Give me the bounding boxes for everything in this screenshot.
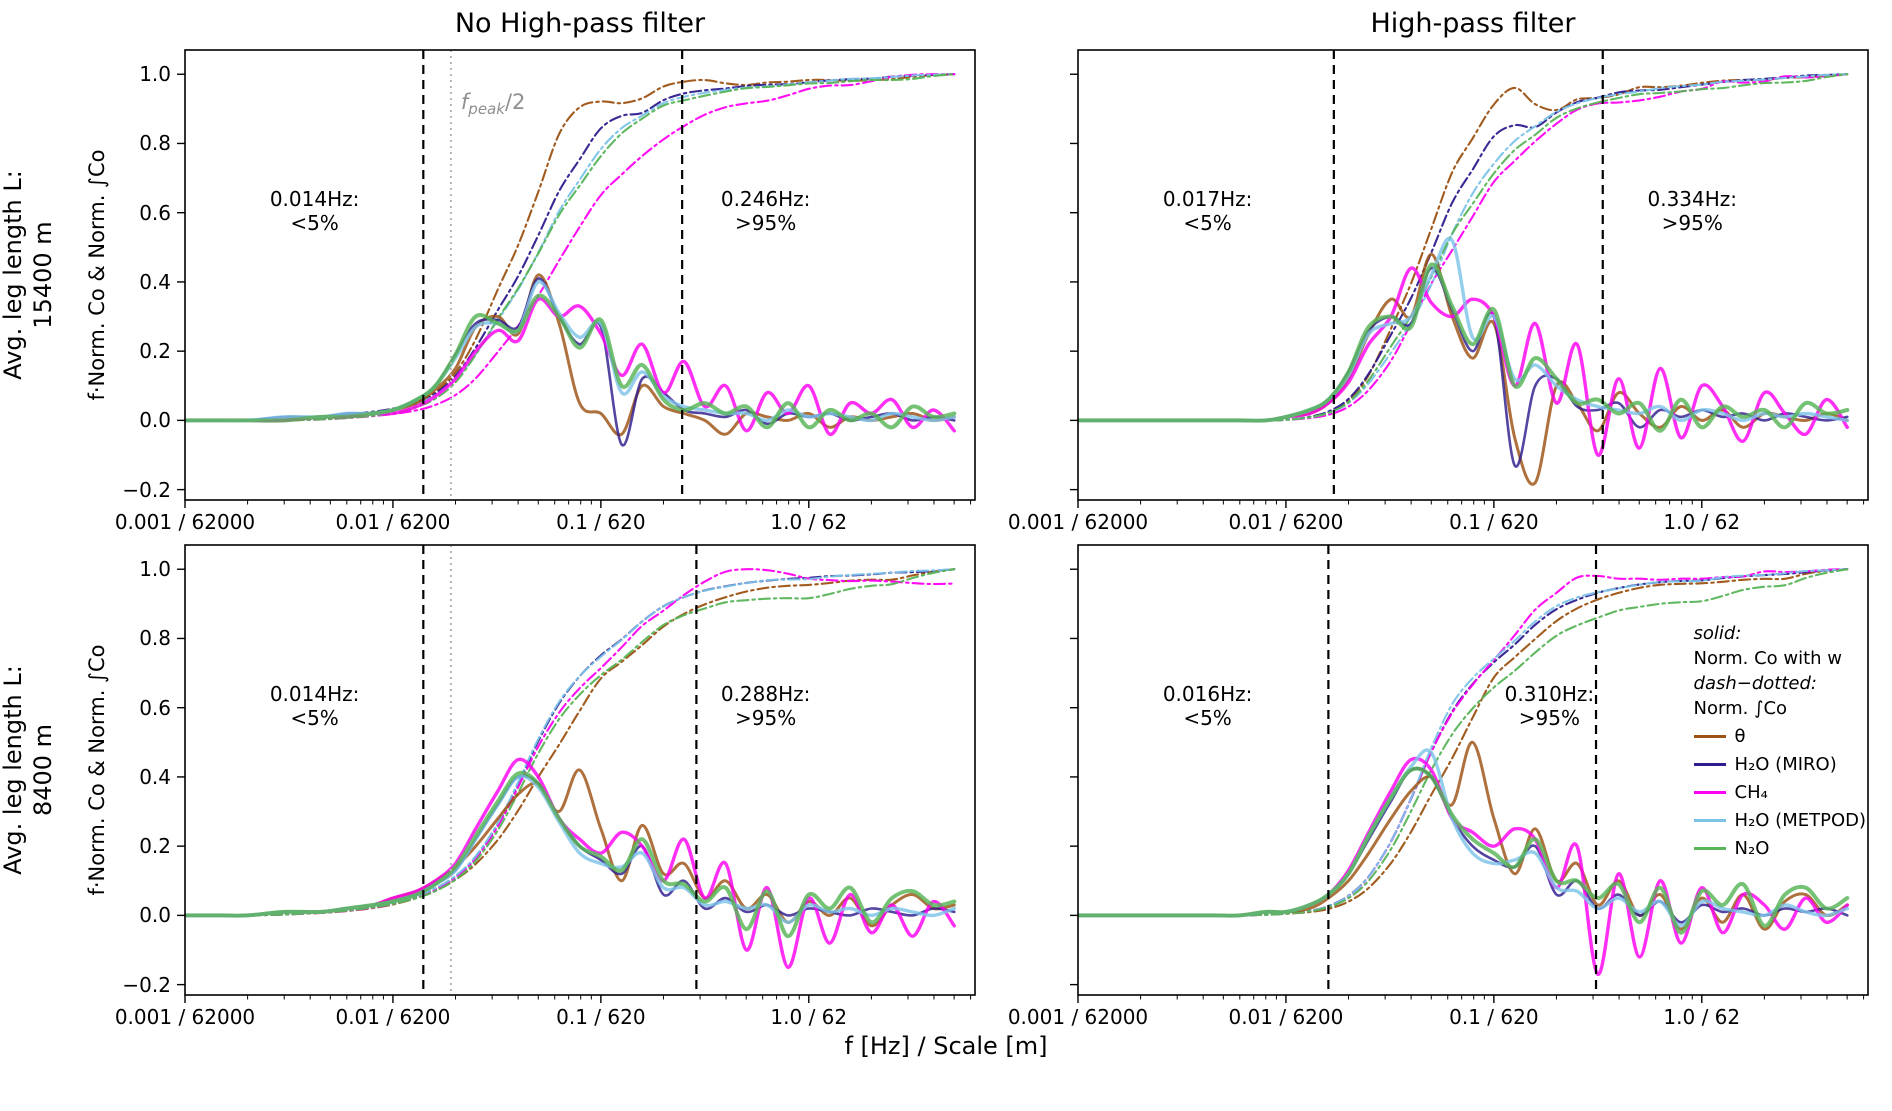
x-tick-label: 0.01 / 6200 <box>1228 1005 1344 1029</box>
legend-entry-h2o_metpod: H₂O (METPOD) <box>1693 808 1866 833</box>
legend-swatch-n2o <box>1693 847 1726 850</box>
legend-swatch-ch4 <box>1693 791 1726 794</box>
y-tick-label: 0.2 <box>139 339 171 364</box>
threshold-annotation: 0.310Hz: >95% <box>1505 682 1595 730</box>
legend-label-h2o_metpod: H₂O (METPOD) <box>1734 810 1866 831</box>
y-tick-label: 0.8 <box>139 626 171 651</box>
y-tick-label: 0.4 <box>139 764 171 789</box>
ogive-line-n2o <box>1078 568 1849 917</box>
row-label-line1: Avg. leg length L: <box>0 170 27 380</box>
panel-top-left-no-highpass: fpeak/2 0.014Hz: <5% 0.246Hz: >95% 0.001 / 62… <box>115 49 976 534</box>
y-tick-label: 0.6 <box>139 695 171 720</box>
row-label-line2: 8400 m <box>29 723 57 817</box>
panel-top-right-highpass: 0.017Hz: <5% 0.334Hz: >95% 0.001 / 62000 0.01… <box>1008 49 1869 534</box>
x-tick-label: 0.001 / 62000 <box>1007 510 1149 534</box>
threshold-annotation: 0.246Hz: >95% <box>721 187 811 235</box>
column-title-highpass: High-pass filter <box>1370 8 1576 39</box>
legend-entry-ch4: CH₄ <box>1693 780 1866 805</box>
legend-swatch-theta <box>1693 735 1726 738</box>
ogive-line-n2o <box>185 568 956 917</box>
threshold-annotation: 0.014Hz: <5% <box>270 682 360 730</box>
axes-frame <box>184 544 976 996</box>
y-tick-label: −0.2 <box>122 477 171 502</box>
panel-bottom-right-highpass: 0.016Hz: <5% 0.310Hz: >95% 0.001 / 62000 0.01… <box>1008 544 1869 1029</box>
y-tick-label: 1.0 <box>139 557 171 582</box>
legend-header-line: Norm. ∫Co <box>1693 698 1788 719</box>
row-label-leg-15400: Avg. leg length L: 15400 m <box>0 170 58 380</box>
ogive-line-theta <box>185 568 956 917</box>
axes-bottom-right: 0.016Hz: <5% 0.310Hz: >95% <box>1070 544 1869 1003</box>
y-tick-label: 0.6 <box>139 200 171 225</box>
x-tick-label: 0.1 / 620 <box>556 1005 646 1029</box>
y-tick-label: 1.0 <box>139 62 171 87</box>
ogive-line-h2o_miro <box>185 568 956 917</box>
cospec-line-n2o <box>1078 262 1850 433</box>
row-label-line1: Avg. leg length L: <box>0 665 27 875</box>
legend-label-h2o_miro: H₂O (MIRO) <box>1734 754 1837 775</box>
ogive-line-ch4 <box>1078 73 1849 422</box>
x-tick-label: 1.0 / 62 <box>1663 510 1741 534</box>
legend-swatch-h2o_miro <box>1693 763 1726 766</box>
ogive-line-h2o_miro <box>1078 73 1849 422</box>
x-tick-label: 0.1 / 620 <box>1449 1005 1539 1029</box>
threshold-annotation: 0.014Hz: <5% <box>270 187 360 235</box>
legend-entry-theta: θ <box>1693 724 1866 749</box>
cospec-line-n2o <box>185 293 957 430</box>
cospec-line-n2o <box>185 770 957 939</box>
axes-bottom-left: 0.014Hz: <5% 0.288Hz: >95% <box>177 544 976 1003</box>
threshold-annotation: 0.288Hz: >95% <box>721 682 811 730</box>
x-tick-label: 0.001 / 62000 <box>1007 1005 1149 1029</box>
legend-header-line: dash−dotted: <box>1693 673 1817 694</box>
threshold-annotation: 0.017Hz: <5% <box>1163 187 1253 235</box>
legend-label-ch4: CH₄ <box>1734 782 1768 803</box>
axes-top-right: 0.017Hz: <5% 0.334Hz: >95% <box>1070 49 1869 508</box>
legend-entry-n2o: N₂O <box>1693 836 1866 861</box>
y-tick-label: 0.0 <box>139 903 171 928</box>
threshold-annotation: 0.334Hz: >95% <box>1648 187 1738 235</box>
legend-swatch-h2o_metpod <box>1693 819 1726 822</box>
row-label-leg-8400: Avg. leg length L: 8400 m <box>0 665 58 875</box>
cospec-line-theta <box>185 768 956 928</box>
legend-header-line: solid: <box>1693 623 1742 644</box>
x-tick-label: 0.01 / 6200 <box>335 510 451 534</box>
x-tick-label: 1.0 / 62 <box>770 510 848 534</box>
x-tick-label: 0.01 / 6200 <box>335 1005 451 1029</box>
ogive-line-h2o_metpod <box>1078 73 1849 422</box>
ogive-line-ch4 <box>185 568 956 917</box>
cospec-line-h2o_metpod <box>185 280 956 423</box>
legend-label-n2o: N₂O <box>1734 838 1770 859</box>
axes-top-left: fpeak/2 0.014Hz: <5% 0.246Hz: >95% <box>177 49 976 508</box>
cospec-line-n2o <box>1078 766 1850 935</box>
legend-entry-h2o_miro: H₂O (MIRO) <box>1693 752 1866 777</box>
x-tick-label: 0.001 / 62000 <box>114 510 256 534</box>
y-tick-label: 0.2 <box>139 834 171 859</box>
legend: solid: Norm. Co with w dash−dotted: Norm. ∫… <box>1693 621 1866 861</box>
threshold-annotation: 0.016Hz: <5% <box>1163 682 1253 730</box>
axes-frame <box>184 49 976 501</box>
axes-frame <box>1077 544 1869 996</box>
cospec-line-theta <box>185 273 956 437</box>
ogive-line-theta <box>1078 73 1849 422</box>
fpeak-half-label: fpeak/2 <box>461 90 525 118</box>
x-tick-label: 0.01 / 6200 <box>1228 510 1344 534</box>
panel-bottom-left-no-highpass: 0.014Hz: <5% 0.288Hz: >95% 0.001 / 62000 0.01… <box>115 544 976 1029</box>
y-tick-label: 0.8 <box>139 131 171 156</box>
column-title-no-highpass: No High-pass filter <box>454 8 706 39</box>
legend-header-line: Norm. Co with w <box>1693 648 1843 669</box>
legend-label-theta: θ <box>1734 726 1746 747</box>
x-tick-label: 0.1 / 620 <box>1449 510 1539 534</box>
x-tick-label: 0.001 / 62000 <box>114 1005 256 1029</box>
x-tick-label: 1.0 / 62 <box>1663 1005 1741 1029</box>
axes-frame <box>1077 49 1869 501</box>
ogive-line-n2o <box>1078 73 1849 422</box>
y-tick-label: −0.2 <box>122 972 171 997</box>
y-tick-label: 0.0 <box>139 408 171 433</box>
y-tick-label: 0.4 <box>139 269 171 294</box>
x-axis-label: f [Hz] / Scale [m] <box>844 1032 1048 1060</box>
row-label-line2: 15400 m <box>29 221 57 329</box>
x-tick-label: 1.0 / 62 <box>770 1005 848 1029</box>
ogive-line-h2o_metpod <box>185 568 956 917</box>
x-tick-label: 0.1 / 620 <box>556 510 646 534</box>
